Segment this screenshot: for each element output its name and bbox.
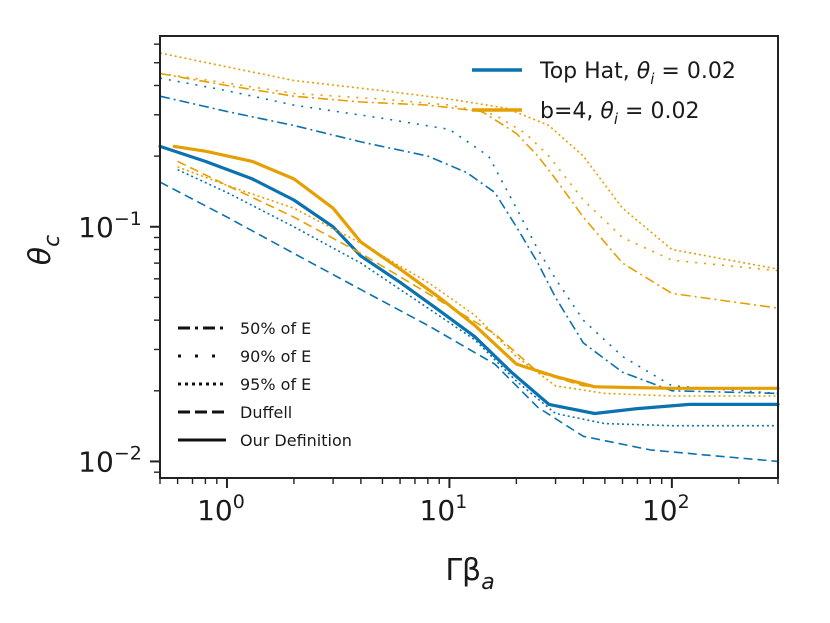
series-line-top_hat-dashdot-0 <box>159 95 779 395</box>
x-tick-label: 100 <box>197 491 245 527</box>
series-line-b4-dotted-7 <box>159 52 779 270</box>
legend-top-label: Top Hat, θi = 0.02 <box>539 59 736 88</box>
series-line-top_hat-dotted-2 <box>177 168 778 427</box>
y-axis-label: θc <box>23 235 65 265</box>
x-tick-label: 101 <box>420 491 468 527</box>
legend-top: Top Hat, θi = 0.02 b=4, θi = 0.02 <box>472 59 736 128</box>
x-tick-label: 102 <box>642 491 690 527</box>
series-line-b4-solid-9 <box>172 144 780 390</box>
legend-bottom-label: 90% of E <box>240 347 311 366</box>
legend-bottom: 50% of E 90% of E 95% of E Duffell Our Defin… <box>178 319 352 450</box>
series-line-b4-dashdot-5 <box>159 72 779 309</box>
legend-bottom-label: 95% of E <box>240 375 311 394</box>
plot-lines <box>158 52 780 463</box>
series-line-top_hat-sparse-dot-1 <box>159 77 779 395</box>
series-line-top_hat-dashed-3 <box>159 181 779 463</box>
legend-bottom-label: Duffell <box>240 403 292 422</box>
x-axis-label: Γβa <box>445 553 494 595</box>
series-line-top_hat-solid-4 <box>158 144 780 416</box>
axes-ticks: 100 101 102 10−2 10−1 <box>78 43 779 527</box>
y-tick-label: 10−2 <box>78 442 142 478</box>
y-tick-label: 10−1 <box>78 208 142 244</box>
plot-frame <box>159 35 779 479</box>
legend-top-label: b=4, θi = 0.02 <box>540 99 699 128</box>
legend-bottom-label: Our Definition <box>240 431 352 450</box>
legend-bottom-label: 50% of E <box>240 319 311 338</box>
